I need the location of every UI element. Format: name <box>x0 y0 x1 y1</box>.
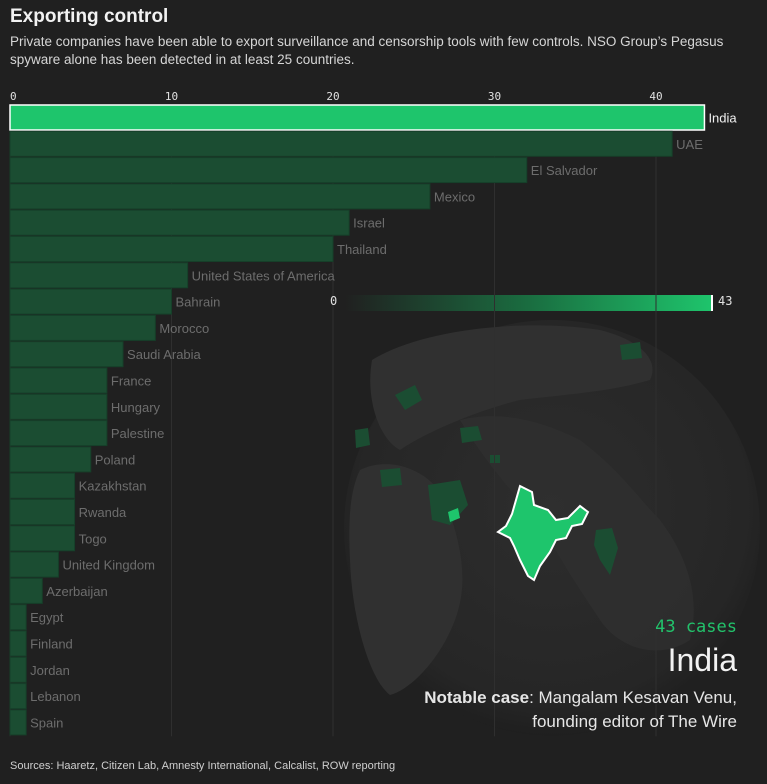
bar-lebanon[interactable] <box>9 683 27 710</box>
bar-india[interactable] <box>9 104 706 131</box>
bar-label: United Kingdom <box>62 558 155 573</box>
legend-max-label: 43 <box>718 294 733 308</box>
sources-note: Sources: Haaretz, Citizen Lab, Amnesty I… <box>10 760 396 772</box>
notable-text: : Mangalam Kesavan Venu, founding editor… <box>529 688 737 731</box>
bar-label: Egypt <box>30 610 64 625</box>
chart-subtitle: Private companies have been able to expo… <box>10 34 724 67</box>
legend-gradient <box>345 295 713 311</box>
bar-france[interactable] <box>9 367 108 394</box>
bar-label: Bahrain <box>176 295 221 310</box>
bar-palestine[interactable] <box>9 420 108 447</box>
bar-mexico[interactable] <box>9 183 431 210</box>
land-masses <box>349 325 694 695</box>
bar-label: Kazakhstan <box>79 479 147 494</box>
bar-label: El Salvador <box>531 163 598 178</box>
detail-notable: Notable case: Mangalam Kesavan Venu, fou… <box>377 686 737 734</box>
detail-cases: 43 cases <box>655 617 737 637</box>
bar-thailand[interactable] <box>9 236 334 262</box>
bar-poland[interactable] <box>9 446 92 473</box>
bar-united-kingdom[interactable] <box>9 551 59 578</box>
x-tick-label: 30 <box>488 90 501 103</box>
bar-rwanda[interactable] <box>9 499 76 525</box>
legend-max-marker <box>711 295 713 311</box>
bar-jordan[interactable] <box>9 656 27 683</box>
bar-label: Jordan <box>30 663 70 678</box>
chart-title: Exporting control <box>10 6 169 27</box>
bar-united-states-of-america[interactable] <box>9 262 189 289</box>
x-tick-label: 10 <box>165 90 178 103</box>
bar-finland[interactable] <box>9 630 27 657</box>
bar-spain[interactable] <box>9 709 27 736</box>
bar-kazakhstan[interactable] <box>9 472 76 499</box>
bar-morocco[interactable] <box>9 314 156 341</box>
bar-label: Finland <box>30 637 73 652</box>
x-tick-label: 20 <box>326 90 339 103</box>
detail-country: India <box>667 642 737 678</box>
bar-label: Israel <box>353 216 385 231</box>
bar-label: India <box>708 111 737 126</box>
bar-label: United States of America <box>192 268 336 283</box>
x-tick-label: 40 <box>649 90 662 103</box>
bar-togo[interactable] <box>9 525 76 552</box>
bar-label: Palestine <box>111 426 164 441</box>
bar-egypt[interactable] <box>9 604 27 631</box>
x-tick-label: 0 <box>10 90 17 103</box>
bar-azerbaijan[interactable] <box>9 577 43 604</box>
bar-bahrain[interactable] <box>9 288 172 315</box>
bar-label: Lebanon <box>30 689 81 704</box>
bar-label: Morocco <box>159 321 209 336</box>
bar-uae[interactable] <box>9 130 673 157</box>
bar-el-salvador[interactable] <box>9 157 528 184</box>
bar-israel[interactable] <box>9 209 350 236</box>
india-shape <box>496 484 590 582</box>
bar-label: Saudi Arabia <box>127 347 201 362</box>
bar-label: UAE <box>676 137 703 152</box>
bar-label: Azerbaijan <box>46 584 107 599</box>
bar-hungary[interactable] <box>9 393 108 420</box>
bar-label: Spain <box>30 715 63 730</box>
bar-saudi-arabia[interactable] <box>9 341 124 368</box>
notable-label: Notable case <box>424 688 530 707</box>
bar-label: Thailand <box>337 242 387 257</box>
legend-min-label: 0 <box>330 294 338 308</box>
bar-label: Poland <box>95 452 135 467</box>
bar-label: Togo <box>79 531 107 546</box>
bar-label: Rwanda <box>79 505 127 520</box>
bar-label: Hungary <box>111 400 161 415</box>
bar-label: France <box>111 374 151 389</box>
bar-label: Mexico <box>434 189 475 204</box>
